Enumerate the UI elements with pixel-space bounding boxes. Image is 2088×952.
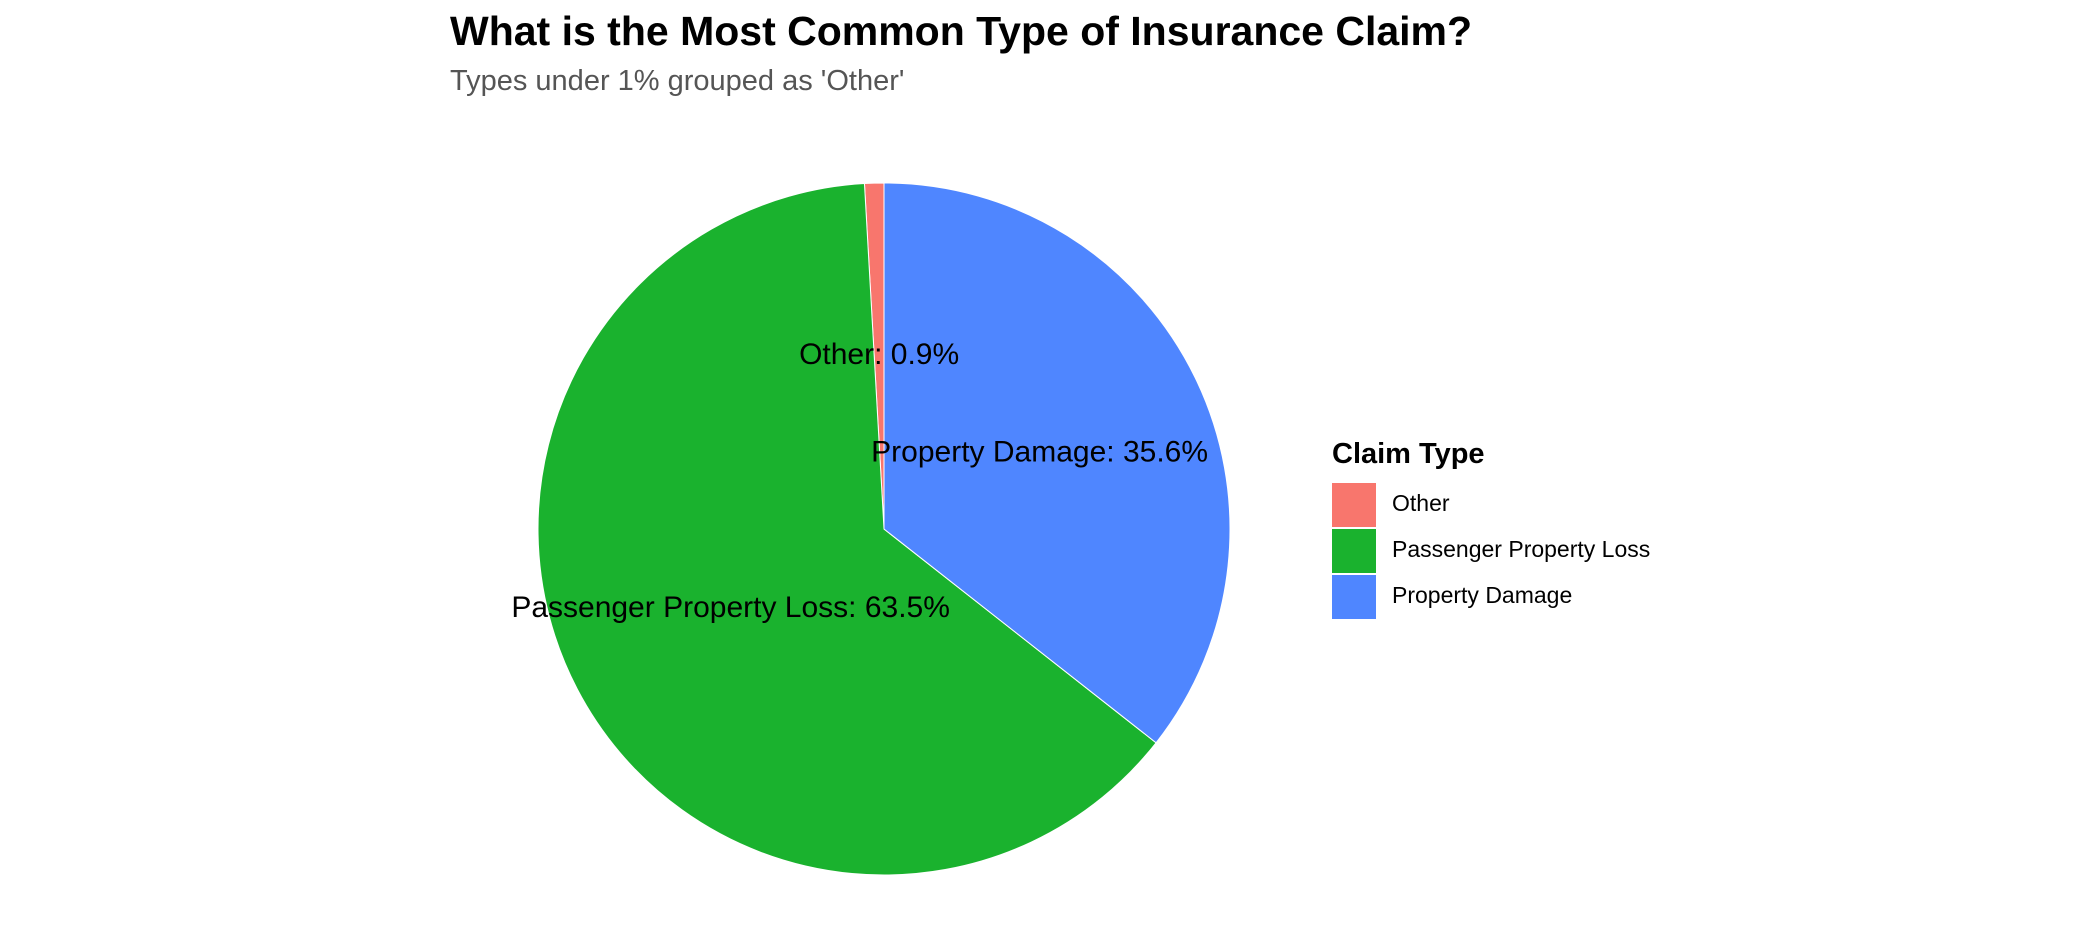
legend-title: Claim Type [1332,438,1485,470]
chart-title: What is the Most Common Type of Insuranc… [450,8,1472,54]
legend-label-passenger-property-loss: Passenger Property Loss [1392,536,1650,562]
legend-key-property-damage [1332,575,1376,619]
legend-label-other: Other [1392,490,1450,516]
pie-slice-property-damage [883,182,1231,744]
legend: Claim Type Other Passenger Property Loss P… [1332,438,1650,619]
pie-slice-labels: Other: 0.9% Passenger Property Loss: 63.5… [511,338,1208,624]
slice-label-passenger-property-loss: Passenger Property Loss: 63.5% [511,591,950,624]
pie-slice-passenger-property-loss [537,183,1157,876]
legend-label-property-damage: Property Damage [1392,582,1572,608]
slice-label-other: Other: 0.9% [799,338,959,371]
legend-key-passenger-property-loss [1332,529,1376,573]
legend-key-other [1332,483,1376,527]
pie-slices [537,182,1231,876]
slice-label-property-damage: Property Damage: 35.6% [871,435,1208,468]
chart-subtitle: Types under 1% grouped as 'Other' [450,65,904,97]
